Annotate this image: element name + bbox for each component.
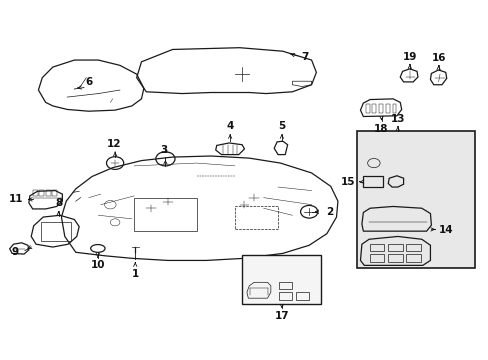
Bar (406, 243, 420, 251)
Text: 7: 7 (301, 51, 308, 62)
Bar (406, 254, 420, 262)
Bar (378, 104, 382, 113)
Bar (134, 198, 196, 231)
Bar (41, 222, 70, 241)
Bar (387, 243, 402, 251)
Bar (365, 104, 369, 113)
Text: 15: 15 (341, 177, 355, 187)
Bar (242, 255, 321, 304)
Text: 14: 14 (438, 225, 452, 235)
Bar (33, 189, 38, 196)
Bar (295, 292, 308, 300)
Bar (369, 254, 384, 262)
Bar (46, 189, 51, 196)
Text: 19: 19 (402, 52, 416, 62)
Text: 1: 1 (131, 269, 139, 279)
Bar (356, 131, 473, 268)
Text: 12: 12 (107, 139, 121, 149)
Text: 5: 5 (278, 121, 285, 131)
Bar (234, 207, 278, 229)
Text: 9: 9 (11, 247, 18, 257)
Bar (52, 189, 57, 196)
Bar (279, 292, 292, 300)
Bar (363, 176, 382, 187)
Bar (279, 282, 292, 289)
Bar (392, 104, 396, 113)
Text: 16: 16 (430, 53, 445, 63)
Text: 4: 4 (226, 121, 233, 131)
Text: 2: 2 (325, 207, 332, 217)
Text: 6: 6 (85, 77, 92, 87)
Bar (387, 254, 402, 262)
Text: 17: 17 (274, 311, 288, 321)
Bar (372, 104, 376, 113)
Bar (369, 243, 384, 251)
Text: 8: 8 (55, 198, 62, 207)
Bar (40, 189, 44, 196)
Text: 13: 13 (390, 113, 404, 123)
Text: 18: 18 (373, 123, 388, 134)
Text: 10: 10 (90, 260, 105, 270)
Text: 3: 3 (160, 145, 167, 154)
Text: 11: 11 (9, 194, 23, 204)
Bar (385, 104, 389, 113)
